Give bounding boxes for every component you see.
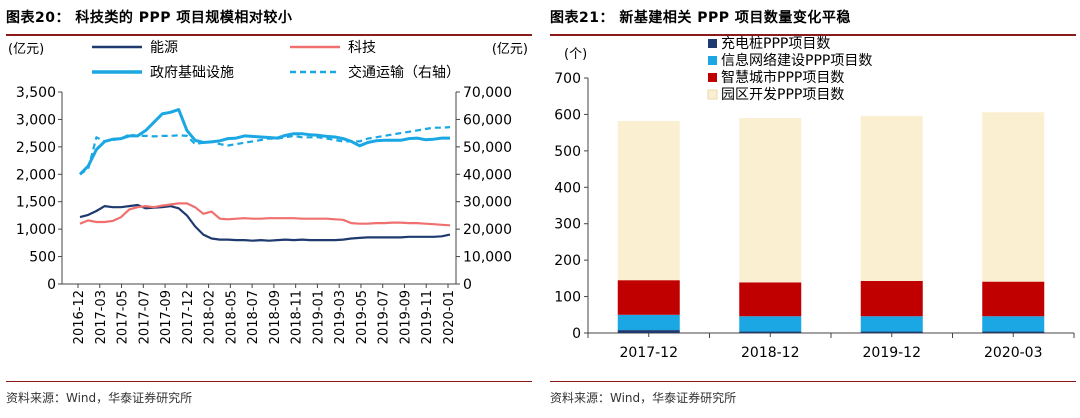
title-divider-right [550,34,1076,36]
y-tick-label: 0 [572,326,581,342]
bar-segment-3 [617,120,680,281]
x-tick-label: 2019-01 [311,290,326,344]
footer-divider-left [6,381,532,382]
x-tick-label: 2020-03 [984,345,1043,361]
legend-label-2: 政府基础设施 [150,64,234,81]
legend-label-2: 智慧城市PPP项目数 [721,69,844,86]
legend-label-3: 园区开发PPP项目数 [721,87,844,103]
x-tick-label: 2019-07 [377,290,392,344]
y-tick-label: 700 [554,71,581,87]
x-tick-label: 2019-09 [398,290,413,344]
y-tick-label-right: 70,000 [463,85,512,101]
x-tick-label: 2019-12 [863,345,922,361]
y-tick-label-left: 1,000 [16,222,56,238]
y-tick-label-right: 0 [463,277,472,293]
x-tick-label: 2017-12 [620,345,679,361]
source-note-right: 资料来源：Wind，华泰证券研究所 [550,391,737,405]
y-tick-label: 200 [554,253,581,269]
y-tick-label-left: 1,500 [16,195,56,211]
legend-swatch-0 [708,39,717,48]
y-tick-label-right: 50,000 [463,140,512,156]
x-tick-label: 2019-05 [355,290,370,344]
chart-panel-right: 图表21： 新基建相关 PPP 项目数量变化平稳 (个) 0 100 200 300 40… [544,0,1080,418]
y-axis-right-label: (亿元) [492,42,528,57]
chart-panel-left: 图表20： 科技类的 PPP 项目规模相对较小 (亿元) (亿元) 0 500 1,00… [0,0,536,418]
bar-segment-0 [860,331,923,333]
y-tick-label-right: 10,000 [463,250,512,266]
y-tick-label: 400 [554,180,581,196]
x-tick-label: 2018-11 [290,290,305,344]
y-axis-label: (个) [564,47,587,62]
bar-segment-0 [617,330,680,333]
legend-label-1: 信息网络建设PPP项目数 [721,52,872,69]
bar-segment-3 [982,112,1045,282]
y-tick-label-right: 60,000 [463,112,512,128]
y-axis-left-label: (亿元) [8,42,44,57]
x-tick-label: 2018-02 [203,290,218,344]
x-tick-label: 2017-05 [116,290,131,344]
y-tick-label-right: 30,000 [463,195,512,211]
bar-segment-0 [982,331,1045,333]
bar-segment-2 [982,281,1045,317]
bar-segment-2 [617,280,680,315]
footer-divider-right [550,381,1076,382]
y-tick-label-left: 500 [29,250,56,266]
legend-swatch-2 [708,73,717,82]
series-line-2 [78,108,450,176]
y-tick-label-left: 2,500 [16,140,56,156]
legend-label-1: 科技 [348,40,376,56]
bar-segment-3 [739,118,802,283]
x-tick-label: 2017-03 [94,290,109,344]
x-tick-label: 2020-01 [442,290,457,344]
y-tick-label: 600 [554,107,581,123]
bar-segment-1 [860,316,923,332]
chart-title-right: 图表21： 新基建相关 PPP 项目数量变化平稳 [550,10,851,26]
bar-segment-2 [860,280,923,317]
bar-segment-0 [739,331,802,333]
y-tick-label-left: 2,000 [16,167,56,183]
legend-label-0: 充电桩PPP项目数 [721,35,830,52]
chart-title-left: 图表20： 科技类的 PPP 项目规模相对较小 [6,10,293,26]
bar-segment-3 [860,115,923,281]
x-tick-label: 2018-09 [268,290,283,344]
x-tick-label: 2018-05 [224,290,239,344]
legend-label-0: 能源 [150,40,178,56]
x-tick-label: 2017-12 [181,290,196,344]
legend-swatch-1 [708,56,717,65]
x-tick-label: 2019-03 [333,290,348,344]
title-divider-left [6,34,532,36]
y-tick-label-right: 20,000 [463,222,512,238]
legend-label-3: 交通运输（右轴） [348,64,460,81]
y-tick-label-left: 3,000 [16,112,56,128]
line-chart-svg: (亿元) (亿元) 0 500 1,000 1,500 2,000 2,500 3,000 3,5… [8,40,528,344]
series-line-1 [79,202,451,227]
x-tick-label: 2019-11 [420,290,435,344]
y-tick-label: 100 [554,290,581,306]
bar-segment-1 [982,316,1045,332]
y-tick-label-left: 3,500 [16,85,56,101]
bar-segment-1 [617,314,680,331]
stacked-bar-chart-svg: (个) 0 100 200 300 400 500 600 700 2017-12 2018-12 2… [554,35,1075,361]
y-tick-label: 300 [554,217,581,233]
y-tick-label-right: 40,000 [463,167,512,183]
bar-segment-1 [739,316,802,332]
legend-swatch-3 [707,89,718,100]
y-tick-label: 500 [554,144,581,160]
y-tick-label-left: 0 [47,277,56,293]
x-tick-label: 2018-07 [246,290,261,344]
x-tick-label: 2018-12 [741,345,800,361]
x-tick-label: 2017-09 [159,290,174,344]
x-tick-label: 2017-07 [137,290,152,344]
source-note-left: 资料来源：Wind，华泰证券研究所 [6,391,193,405]
bar-segment-2 [739,282,802,317]
series-line-3 [79,126,451,176]
x-tick-label: 2016-12 [72,290,87,344]
